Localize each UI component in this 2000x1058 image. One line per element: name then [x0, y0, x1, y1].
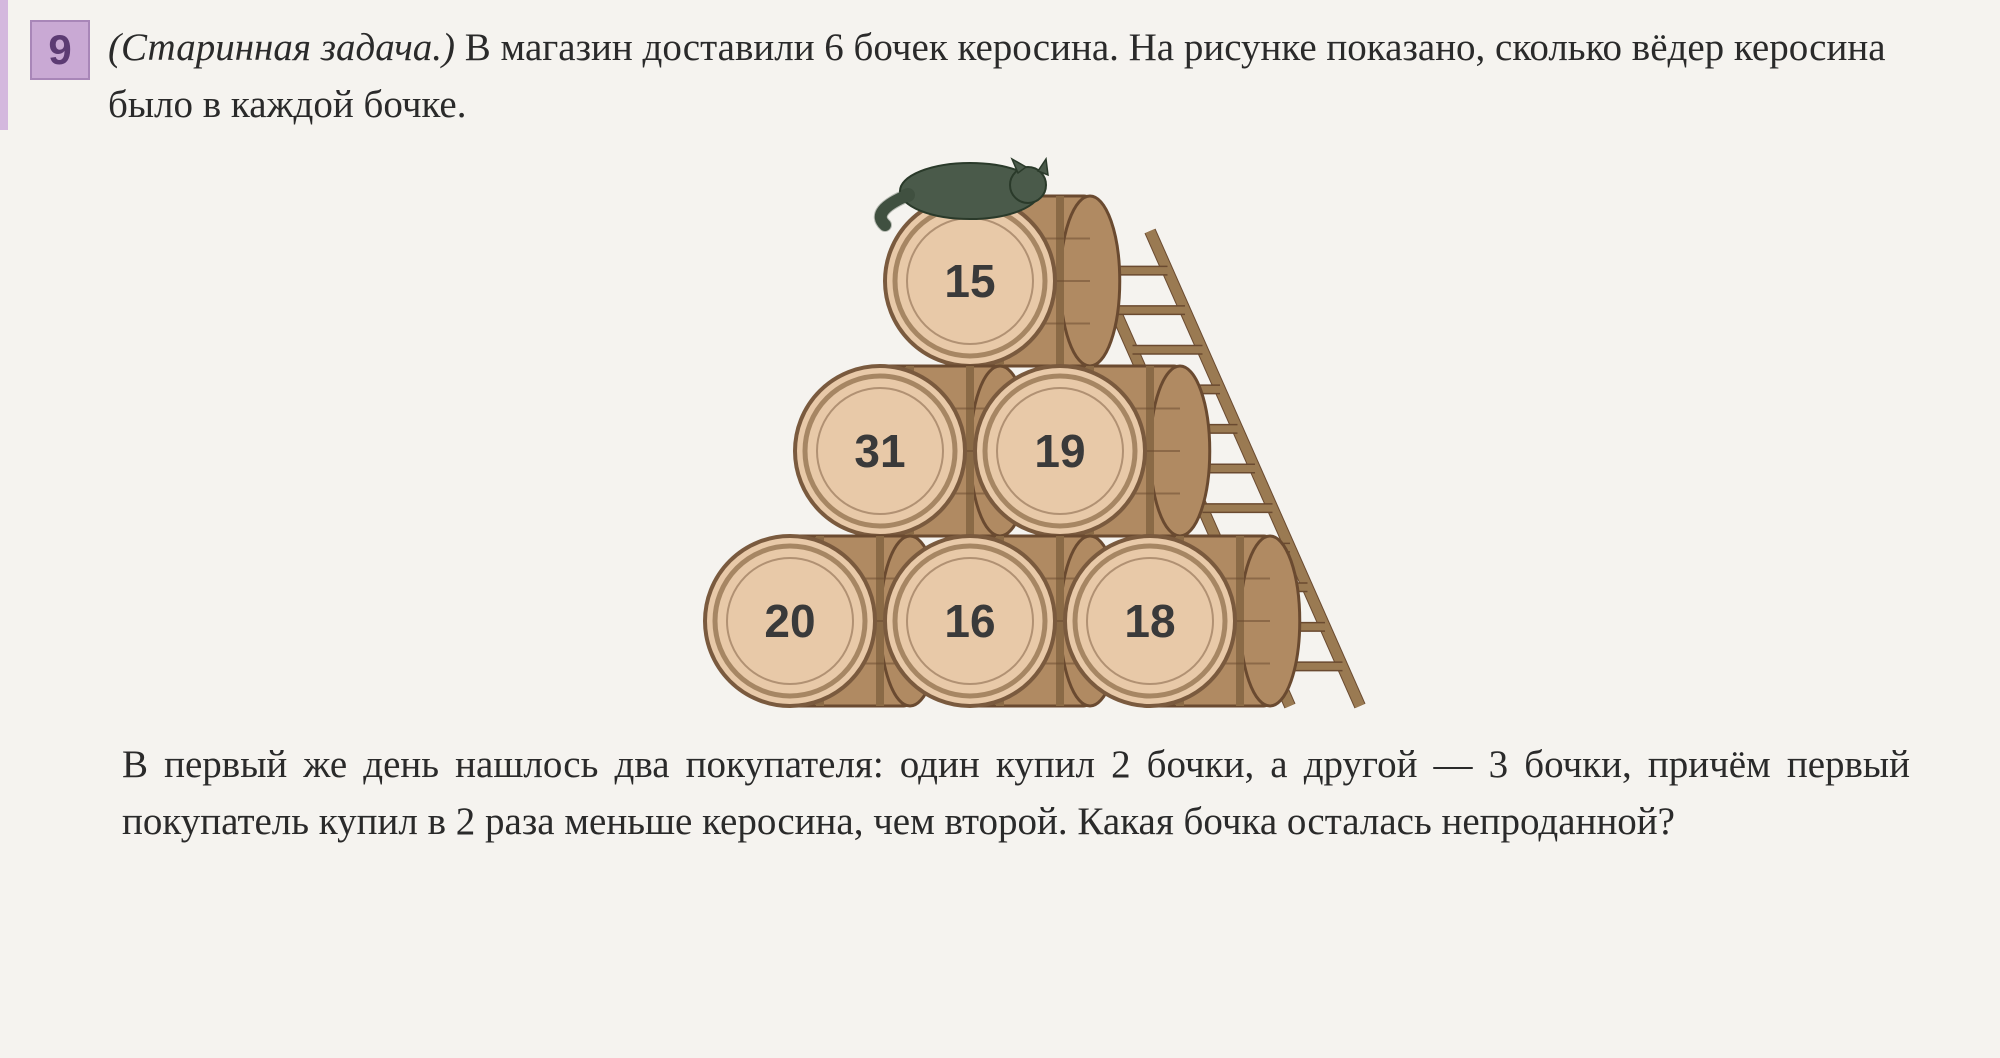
barrel-number: 16 [944, 595, 995, 647]
barrel: 18 [1065, 536, 1300, 706]
barrel-number: 20 [764, 595, 815, 647]
barrel-number: 19 [1034, 425, 1085, 477]
problem-intro-italic: (Старинная задача.) [108, 26, 455, 69]
barrel-number: 15 [944, 255, 995, 307]
problem-number: 9 [30, 20, 90, 80]
barrel-number: 31 [854, 425, 905, 477]
barrels-illustration: 15 31 19 20 16 18 [520, 151, 1420, 711]
barrel: 19 [975, 366, 1210, 536]
barrel: 15 [885, 196, 1120, 366]
problem-block: 9 (Старинная задача.) В магазин доставил… [30, 20, 1910, 133]
problem-intro-text: (Старинная задача.) В магазин доставили … [108, 20, 1910, 133]
barrel-number: 18 [1124, 595, 1175, 647]
problem-question-text: В первый же день нашлось два покупателя:… [122, 737, 1910, 850]
illustration-container: 15 31 19 20 16 18 [30, 151, 1910, 711]
left-accent-bar [0, 0, 8, 130]
